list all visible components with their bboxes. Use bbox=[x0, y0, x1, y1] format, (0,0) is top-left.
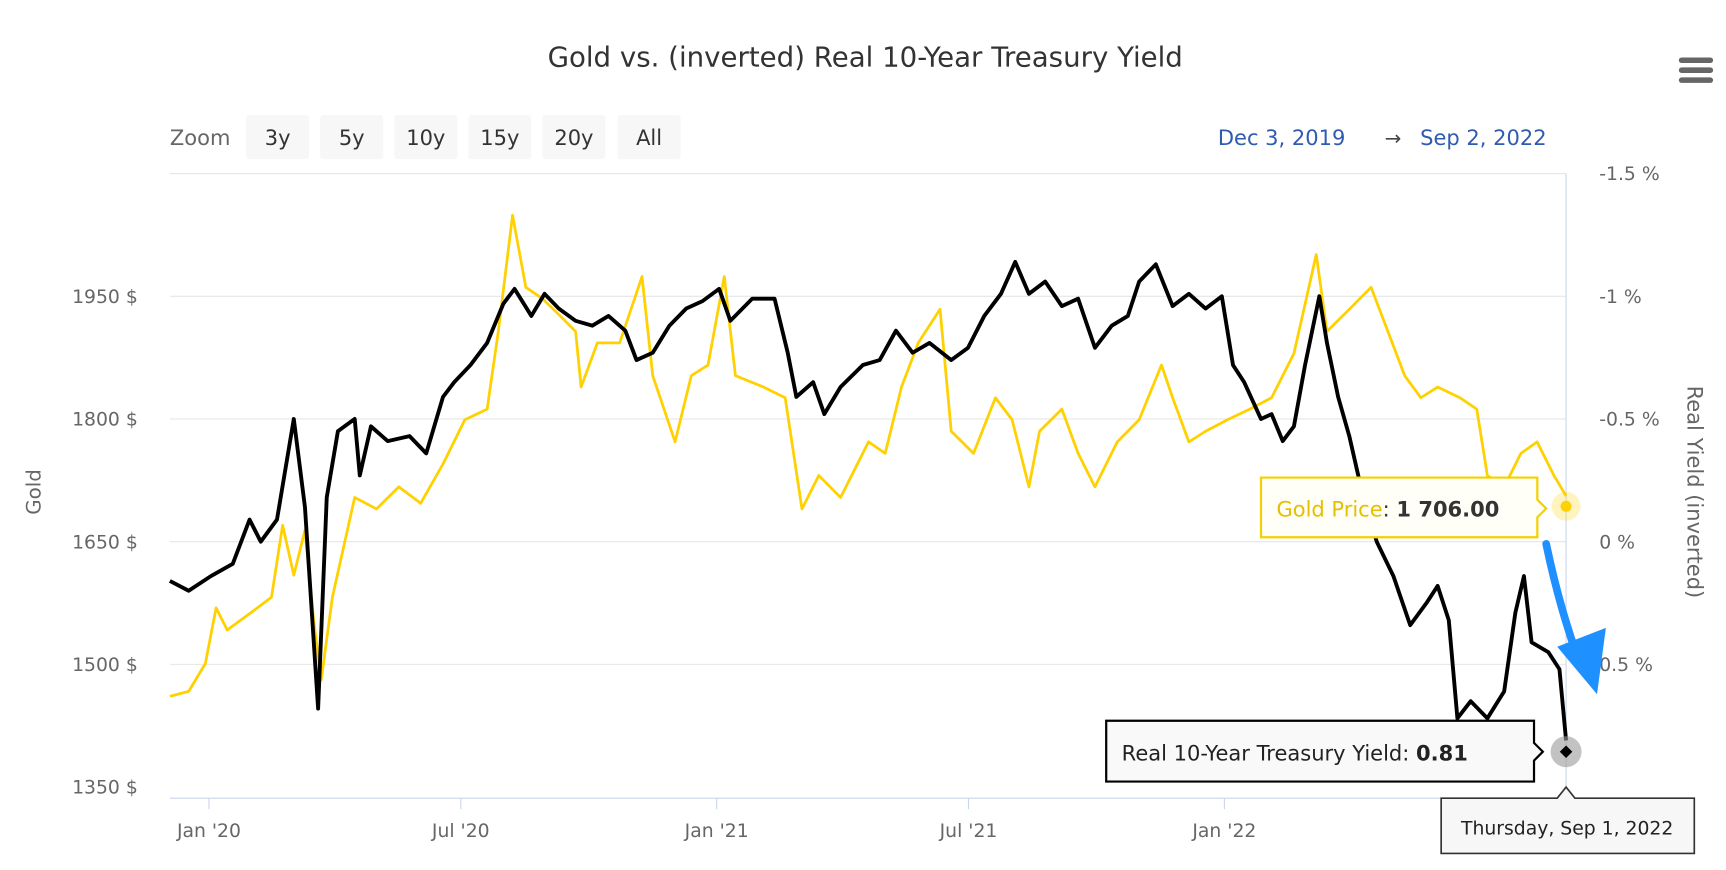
left-axis-title: Gold bbox=[23, 469, 46, 515]
zoom-button-label: 3y bbox=[265, 126, 291, 150]
gold-tooltip-name: Gold Price bbox=[1276, 497, 1382, 521]
date-tooltip-text: Thursday, Sep 1, 2022 bbox=[1460, 819, 1673, 840]
zoom-button-20y[interactable]: 20y bbox=[542, 114, 606, 160]
right-tick-label: 0 % bbox=[1599, 532, 1635, 553]
zoom-button-label: 10y bbox=[406, 126, 445, 150]
zoom-button-3y[interactable]: 3y bbox=[246, 114, 310, 160]
right-axis-title: Real Yield (inverted) bbox=[1683, 386, 1707, 599]
yield-tooltip-name: Real 10-Year Treasury Yield bbox=[1122, 742, 1403, 766]
zoom-label: Zoom bbox=[170, 126, 231, 150]
zoom-button-5y[interactable]: 5y bbox=[320, 114, 384, 160]
zoom-button-15y[interactable]: 15y bbox=[468, 114, 532, 160]
right-tick-label: -1.5 % bbox=[1599, 164, 1659, 185]
zoom-button-label: 5y bbox=[339, 126, 365, 150]
range-from[interactable]: Dec 3, 2019 bbox=[1218, 126, 1345, 150]
date-tooltip: Thursday, Sep 1, 2022 bbox=[1440, 785, 1696, 855]
zoom-button-All[interactable]: All bbox=[617, 114, 681, 160]
x-tick-label: Jul '20 bbox=[431, 821, 490, 842]
gold-hover-marker bbox=[1560, 500, 1572, 512]
zoom-button-label: 20y bbox=[554, 126, 593, 150]
hamburger-menu-icon[interactable] bbox=[1678, 57, 1714, 83]
zoom-button-label: All bbox=[636, 126, 662, 150]
zoom-button-10y[interactable]: 10y bbox=[394, 114, 458, 160]
gold-tooltip-value: 1 706.00 bbox=[1396, 497, 1499, 521]
series-line-gold bbox=[169, 213, 1568, 698]
gold-tooltip: Gold Price: 1 706.00 bbox=[1259, 476, 1581, 539]
svg-text:Gold Price: 1 706.00: Gold Price: 1 706.00 bbox=[1276, 497, 1499, 521]
yield-hover-marker bbox=[1559, 745, 1573, 758]
right-tick-label: -1 % bbox=[1599, 287, 1642, 308]
yield-tooltip: Real 10-Year Treasury Yield: 0.81 bbox=[1105, 719, 1582, 783]
left-tick-label: 1500 $ bbox=[72, 655, 138, 676]
yield-tooltip-value: 0.81 bbox=[1416, 742, 1468, 766]
x-tick-label: Jan '20 bbox=[176, 821, 241, 842]
range-to[interactable]: Sep 2, 2022 bbox=[1420, 126, 1546, 150]
x-tick-label: Jul '21 bbox=[939, 821, 998, 842]
x-tick-label: Jan '22 bbox=[1191, 821, 1256, 842]
range-arrow: → bbox=[1385, 127, 1402, 150]
left-tick-label: 1350 $ bbox=[72, 778, 138, 799]
svg-text:Real 10-Year Treasury Yield: 0: Real 10-Year Treasury Yield: 0.81 bbox=[1122, 742, 1468, 766]
left-tick-label: 1650 $ bbox=[72, 532, 138, 553]
left-tick-label: 1800 $ bbox=[72, 410, 138, 431]
right-tick-label: -0.5 % bbox=[1599, 410, 1659, 431]
right-tick-label: 0.5 % bbox=[1599, 655, 1653, 676]
annotation-arrow-icon bbox=[1542, 540, 1606, 695]
x-tick-label: Jan '21 bbox=[684, 821, 749, 842]
left-tick-label: 1950 $ bbox=[72, 287, 138, 308]
zoom-button-label: 15y bbox=[480, 126, 519, 150]
chart-title: Gold vs. (inverted) Real 10-Year Treasur… bbox=[548, 40, 1183, 73]
